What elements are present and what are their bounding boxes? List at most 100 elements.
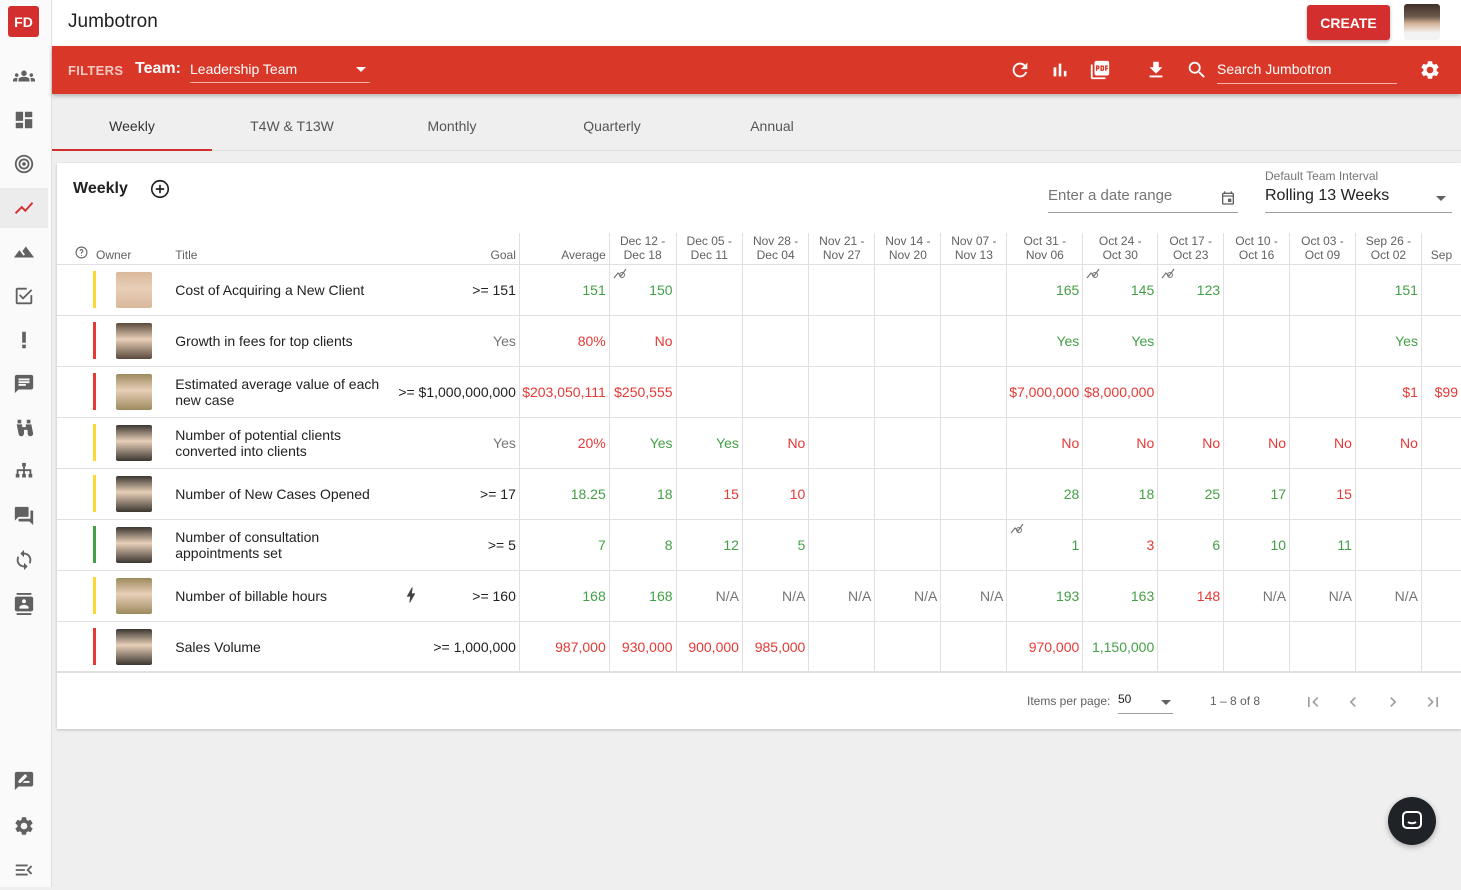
measurable-title[interactable]: Estimated average value of each new case [167, 366, 380, 418]
score-cell[interactable]: 1,150,000 [1082, 621, 1158, 673]
exclamation-icon[interactable] [0, 320, 48, 360]
bolt-icon[interactable] [401, 585, 421, 605]
score-cell[interactable]: No [1157, 417, 1224, 469]
measurable-title[interactable]: Sales Volume [167, 621, 380, 673]
score-cell[interactable] [675, 264, 743, 316]
score-cell[interactable] [675, 366, 743, 418]
score-cell[interactable] [940, 468, 1007, 520]
contact-icon[interactable] [0, 584, 48, 624]
avatar[interactable] [116, 322, 152, 359]
score-cell[interactable]: 985,000 [741, 621, 809, 673]
table-row[interactable]: Number of billable hours >= 160 168 168 N/A N… [57, 570, 1461, 622]
score-cell[interactable] [874, 315, 941, 367]
score-cell[interactable]: $1 [1354, 366, 1422, 418]
tab-annual[interactable]: Annual [750, 118, 794, 134]
score-cell[interactable] [808, 519, 875, 571]
score-cell[interactable] [940, 621, 1007, 673]
target-icon[interactable] [0, 144, 48, 184]
search-input[interactable] [1217, 58, 1392, 77]
score-cell[interactable]: 900,000 [675, 621, 743, 673]
people-icon[interactable] [0, 56, 48, 96]
score-cell[interactable]: No [1289, 417, 1356, 469]
score-cell[interactable] [940, 264, 1007, 316]
settings-icon[interactable] [0, 806, 48, 846]
score-cell[interactable] [741, 366, 809, 418]
score-cell[interactable]: 123 [1157, 264, 1224, 316]
score-cell[interactable] [808, 621, 875, 673]
score-cell[interactable] [1420, 264, 1461, 316]
tab-monthly[interactable]: Monthly [427, 118, 477, 134]
score-cell[interactable]: 3 [1082, 519, 1158, 571]
score-cell[interactable]: 145 [1082, 264, 1158, 316]
score-cell[interactable] [1157, 315, 1224, 367]
table-row[interactable]: Sales Volume >= 1,000,000 987,000 930,000 90… [57, 621, 1461, 673]
avatar[interactable] [116, 475, 152, 512]
score-cell[interactable]: N/A [675, 570, 743, 622]
score-cell[interactable]: 5 [741, 519, 809, 571]
table-row[interactable]: Number of potential clients converted in… [57, 417, 1461, 469]
score-cell[interactable]: N/A [1354, 570, 1422, 622]
note-icon[interactable] [613, 267, 627, 279]
tab-weekly[interactable]: Weekly [52, 103, 212, 151]
add-circle-icon[interactable] [149, 178, 171, 200]
score-cell[interactable]: $7,000,000 [1006, 366, 1083, 418]
score-cell[interactable]: 15 [675, 468, 743, 520]
score-cell[interactable]: 18 [608, 468, 677, 520]
tab-quarterly[interactable]: Quarterly [583, 118, 641, 134]
score-cell[interactable]: Yes [608, 417, 677, 469]
score-cell[interactable]: N/A [940, 570, 1007, 622]
note-icon[interactable] [1010, 522, 1024, 534]
previous-page-icon[interactable] [1341, 690, 1365, 714]
avatar[interactable] [116, 373, 152, 410]
measurable-title[interactable]: Number of potential clients converted in… [167, 417, 380, 469]
score-cell[interactable]: 17 [1223, 468, 1290, 520]
terrain-icon[interactable] [0, 232, 48, 272]
announcement-icon[interactable] [0, 364, 48, 404]
user-avatar[interactable] [1404, 4, 1440, 40]
score-cell[interactable]: $250,555 [608, 366, 677, 418]
score-cell[interactable]: 8 [608, 519, 677, 571]
forum-icon[interactable] [0, 496, 48, 536]
score-cell[interactable] [1289, 315, 1356, 367]
table-row[interactable]: Cost of Acquiring a New Client >= 151 151 1… [57, 264, 1461, 316]
measurable-title[interactable]: Number of New Cases Opened [167, 468, 380, 520]
score-cell[interactable] [675, 315, 743, 367]
sync-icon[interactable] [0, 540, 48, 580]
score-cell[interactable]: N/A [808, 570, 875, 622]
score-cell[interactable] [808, 468, 875, 520]
chart-line-icon[interactable] [0, 188, 48, 228]
menu-collapse-icon[interactable] [0, 850, 48, 890]
score-cell[interactable]: 163 [1082, 570, 1158, 622]
date-range-input[interactable]: Enter a date range [1048, 187, 1238, 213]
score-cell[interactable] [1223, 366, 1290, 418]
table-row[interactable]: Number of New Cases Opened >= 17 18.25 18 15… [57, 468, 1461, 520]
score-cell[interactable]: N/A [1223, 570, 1290, 622]
score-cell[interactable]: No [741, 417, 809, 469]
chat-launcher-button[interactable] [1388, 797, 1436, 845]
score-cell[interactable] [808, 315, 875, 367]
score-cell[interactable] [1420, 417, 1461, 469]
score-cell[interactable] [1157, 366, 1224, 418]
score-cell[interactable] [1289, 366, 1356, 418]
score-cell[interactable] [1157, 621, 1224, 673]
score-cell[interactable] [874, 264, 941, 316]
download-icon[interactable] [1144, 58, 1168, 82]
score-cell[interactable] [940, 315, 1007, 367]
refresh-icon[interactable] [1008, 58, 1032, 82]
score-cell[interactable]: 15 [1289, 468, 1356, 520]
score-cell[interactable] [808, 417, 875, 469]
score-cell[interactable] [808, 264, 875, 316]
score-cell[interactable] [1223, 264, 1290, 316]
filters-toggle[interactable]: FILTERS [68, 63, 124, 78]
avatar[interactable] [116, 577, 152, 614]
score-cell[interactable]: No [1354, 417, 1422, 469]
score-cell[interactable] [1354, 468, 1422, 520]
score-cell[interactable]: 25 [1157, 468, 1224, 520]
measurable-title[interactable]: Growth in fees for top clients [167, 315, 380, 367]
score-cell[interactable]: N/A [874, 570, 941, 622]
checkbox-icon[interactable] [0, 276, 48, 316]
score-cell[interactable] [1223, 621, 1290, 673]
score-cell[interactable]: 148 [1157, 570, 1224, 622]
score-cell[interactable] [1354, 519, 1422, 571]
score-cell[interactable] [1420, 468, 1461, 520]
